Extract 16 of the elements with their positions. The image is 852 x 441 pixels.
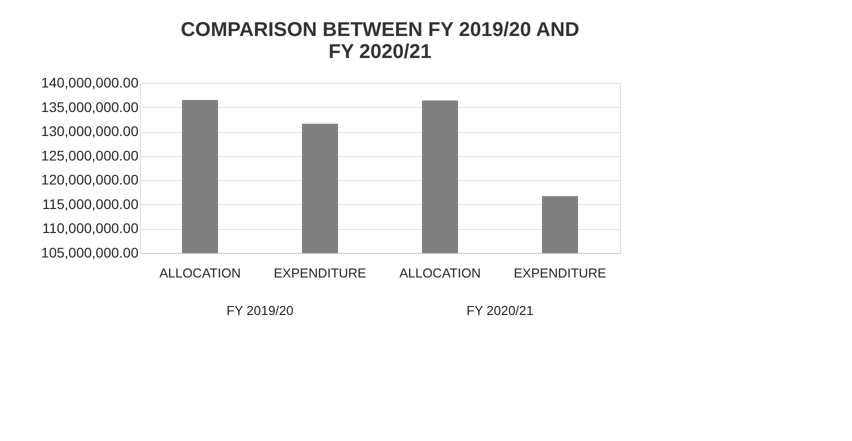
y-tick-label: 105,000,000.00 <box>41 244 139 260</box>
y-tick-label: 135,000,000.00 <box>41 98 139 115</box>
y-tick-label: 115,000,000.00 <box>42 196 139 212</box>
x-tick-label: EXPENDITURE <box>274 266 367 280</box>
y-tick-label: 110,000,000.00 <box>42 220 139 236</box>
text: COMPARISON BETWEEN FY 2019/20 AND <box>180 19 580 41</box>
text: FY 2019/20 <box>226 303 294 318</box>
text: FY 2020/21 <box>328 41 432 63</box>
y-tick-label: 120,000,000.00 <box>41 172 139 188</box>
x-tick-label: ALLOCATION <box>159 266 241 280</box>
y-tick-label: 130,000,000.00 <box>41 123 139 140</box>
y-tick-label: 125,000,000.00 <box>41 147 139 164</box>
x-tick-label: ALLOCATION <box>399 266 481 280</box>
x-tick-label: EXPENDITURE <box>514 266 607 280</box>
y-tick-label: 140,000,000.00 <box>41 74 139 90</box>
text: FY 2020/21 <box>466 303 534 318</box>
